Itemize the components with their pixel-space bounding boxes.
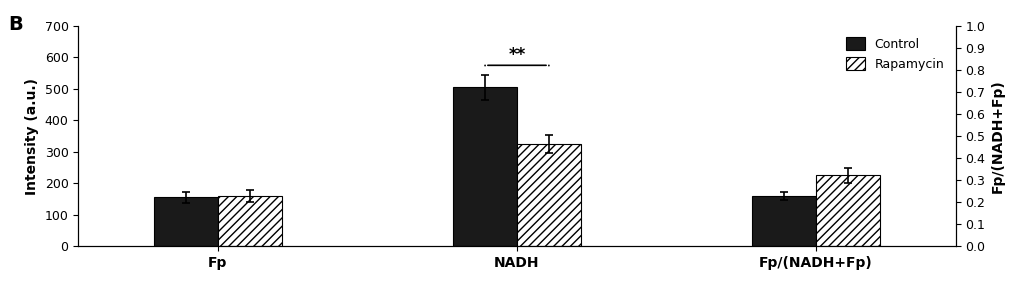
Bar [154,198,218,246]
Legend: Control, Rapamycin: Control, Rapamycin [840,32,949,76]
Y-axis label: Intensity (a.u.): Intensity (a.u.) [24,78,39,195]
Bar [452,87,517,246]
Bar [752,196,815,246]
Bar [815,176,879,246]
Bar [218,196,281,246]
Text: **: ** [507,46,525,64]
Text: B: B [8,15,22,34]
Bar [517,144,580,246]
Y-axis label: Fp/(NADH+Fp): Fp/(NADH+Fp) [990,79,1004,193]
